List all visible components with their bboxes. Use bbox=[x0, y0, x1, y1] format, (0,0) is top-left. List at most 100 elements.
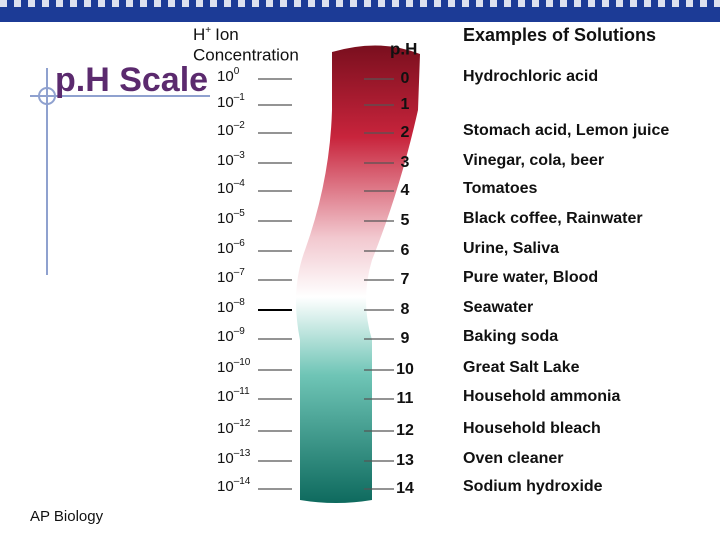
concentration-exponent: –11 bbox=[234, 386, 250, 397]
concentration-exponent: –1 bbox=[234, 92, 246, 103]
concentration-exponent: –2 bbox=[234, 120, 246, 131]
check bbox=[0, 0, 7, 7]
ph-value: 13 bbox=[396, 452, 414, 469]
check bbox=[196, 0, 203, 7]
ph-value: 8 bbox=[401, 301, 410, 318]
concentration: 10–9 bbox=[217, 326, 245, 345]
check bbox=[462, 0, 469, 7]
example: Hydrochloric acid bbox=[463, 68, 598, 85]
check bbox=[476, 0, 483, 7]
check bbox=[154, 0, 161, 7]
check bbox=[532, 0, 539, 7]
check bbox=[322, 0, 329, 7]
check bbox=[280, 0, 287, 7]
concentration: 10–2 bbox=[217, 120, 245, 139]
ph-value: 14 bbox=[396, 480, 414, 497]
check bbox=[588, 0, 595, 7]
concentration-base: 10 bbox=[217, 299, 234, 316]
concentration-base: 10 bbox=[217, 420, 234, 437]
check bbox=[672, 0, 679, 7]
check bbox=[434, 0, 441, 7]
check bbox=[420, 0, 427, 7]
concentration-exponent: –12 bbox=[234, 418, 251, 429]
check bbox=[84, 0, 91, 7]
check bbox=[686, 0, 693, 7]
check bbox=[182, 0, 189, 7]
check bbox=[112, 0, 119, 7]
check bbox=[224, 0, 231, 7]
concentration-base: 10 bbox=[217, 269, 234, 286]
example: Sodium hydroxide bbox=[463, 478, 603, 495]
concentration: 10–3 bbox=[217, 150, 245, 169]
check bbox=[658, 0, 665, 7]
check bbox=[364, 0, 371, 7]
example: Seawater bbox=[463, 299, 533, 316]
check bbox=[238, 0, 245, 7]
check bbox=[644, 0, 651, 7]
ion-text: Ion bbox=[215, 25, 239, 44]
ph-value: 4 bbox=[401, 182, 410, 199]
check bbox=[266, 0, 273, 7]
concentration-base: 10 bbox=[217, 152, 234, 169]
concentration: 10–14 bbox=[217, 476, 251, 495]
concentration: 10–4 bbox=[217, 178, 245, 197]
check bbox=[294, 0, 301, 7]
check bbox=[378, 0, 385, 7]
check bbox=[56, 0, 63, 7]
check bbox=[630, 0, 637, 7]
concentration-base: 10 bbox=[217, 359, 234, 376]
concentration-exponent: –13 bbox=[234, 448, 251, 459]
concentration-exponent: 0 bbox=[234, 66, 240, 77]
ph-value: 9 bbox=[401, 330, 410, 347]
check bbox=[406, 0, 413, 7]
example: Household bleach bbox=[463, 420, 601, 437]
concentration-exponent: –6 bbox=[234, 238, 246, 249]
check bbox=[14, 0, 21, 7]
check bbox=[98, 0, 105, 7]
concentration-exponent: –4 bbox=[234, 178, 246, 189]
example: Urine, Saliva bbox=[463, 240, 559, 257]
concentration-base: 10 bbox=[217, 450, 234, 467]
ion-superscript: + bbox=[205, 25, 211, 36]
ph-value: 6 bbox=[401, 242, 410, 259]
concentration-base: 10 bbox=[217, 210, 234, 227]
concentration: 10–5 bbox=[217, 208, 245, 227]
concentration: 10–11 bbox=[217, 386, 250, 405]
concentration: 10–12 bbox=[217, 418, 251, 437]
check bbox=[42, 0, 49, 7]
check bbox=[518, 0, 525, 7]
check bbox=[546, 0, 553, 7]
concentration: 10–6 bbox=[217, 238, 245, 257]
check bbox=[336, 0, 343, 7]
concentration-base: 10 bbox=[217, 478, 234, 495]
check bbox=[252, 0, 259, 7]
check bbox=[700, 0, 707, 7]
ph-value: 10 bbox=[396, 361, 414, 378]
example: Oven cleaner bbox=[463, 450, 564, 467]
check bbox=[616, 0, 623, 7]
footer: AP Biology bbox=[30, 508, 104, 525]
example: Tomatoes bbox=[463, 180, 537, 197]
concentration-base: 10 bbox=[217, 328, 234, 345]
check bbox=[28, 0, 35, 7]
concentration: 100 bbox=[217, 66, 240, 85]
example: Vinegar, cola, beer bbox=[463, 152, 604, 169]
concentration-base: 10 bbox=[217, 122, 234, 139]
concentration-exponent: –7 bbox=[234, 267, 246, 278]
check bbox=[574, 0, 581, 7]
example: Household ammonia bbox=[463, 388, 620, 405]
ph-value: 12 bbox=[396, 422, 414, 439]
concentration-base: 10 bbox=[217, 68, 234, 85]
concentration: 10–1 bbox=[217, 92, 245, 111]
check bbox=[392, 0, 399, 7]
concentration-exponent: –8 bbox=[234, 297, 246, 308]
check bbox=[140, 0, 147, 7]
ph-value: 7 bbox=[401, 271, 410, 288]
slide-title: p.H Scale bbox=[55, 61, 208, 99]
concentration-exponent: –5 bbox=[234, 208, 246, 219]
check bbox=[560, 0, 567, 7]
ph-value: 11 bbox=[397, 390, 414, 407]
ph-gradient-band bbox=[296, 45, 420, 503]
example: Pure water, Blood bbox=[463, 269, 598, 286]
